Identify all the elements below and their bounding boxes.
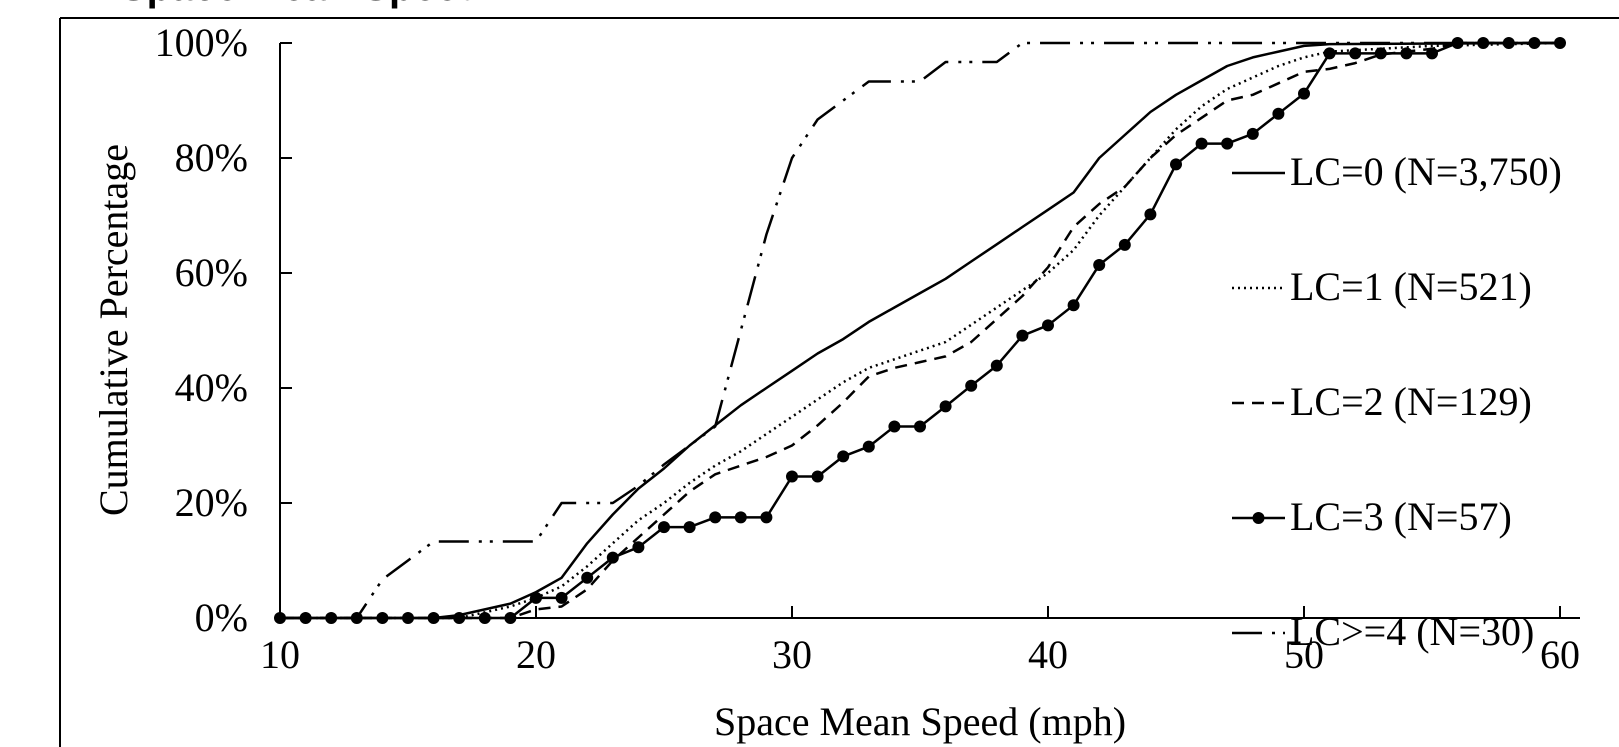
data-point <box>1144 208 1157 221</box>
series-layer <box>274 37 1566 624</box>
legend-label: LC=2 (N=129) <box>1290 379 1532 424</box>
legend: LC=0 (N=3,750) LC=1 (N=521) LC=2 (N=129) LC… <box>1232 149 1562 654</box>
series-3 <box>274 37 1566 624</box>
data-point <box>1374 47 1387 60</box>
data-point <box>478 612 491 624</box>
x-tick-label: 20 <box>516 632 556 677</box>
data-point <box>683 521 696 534</box>
data-point <box>632 541 645 554</box>
data-point <box>1272 107 1285 120</box>
data-point <box>1349 47 1362 60</box>
chart-title-partial: Space Mean Speed <box>120 0 482 9</box>
series-2 <box>280 41 1560 620</box>
series-line <box>280 41 1560 620</box>
data-point <box>581 571 594 584</box>
data-point <box>1246 127 1259 140</box>
series-1 <box>280 41 1561 620</box>
data-point <box>965 379 978 392</box>
data-point <box>402 612 414 624</box>
data-point <box>760 511 773 524</box>
legend-label: LC=0 (N=3,750) <box>1290 149 1562 194</box>
legend-marker <box>1252 512 1265 524</box>
data-point <box>888 420 901 433</box>
data-point <box>1528 37 1541 49</box>
series-line <box>280 41 1561 620</box>
data-point <box>376 612 389 624</box>
data-point <box>786 470 798 483</box>
data-point <box>1477 37 1490 49</box>
data-point <box>1093 258 1106 271</box>
data-point <box>453 612 466 624</box>
x-tick-label: 10 <box>260 632 300 677</box>
series-4 <box>280 41 1560 620</box>
legend-label: LC>=4 (N=30) <box>1290 609 1534 654</box>
y-tick-label: 80% <box>175 135 248 180</box>
data-point <box>427 612 440 624</box>
series-0 <box>280 41 1561 620</box>
data-point <box>734 511 747 524</box>
y-tick-label: 20% <box>175 480 248 525</box>
y-tick-label: 0% <box>195 595 248 640</box>
y-axis-label: Cumulative Percentage <box>91 144 136 516</box>
data-point <box>1016 329 1029 342</box>
series-line <box>280 41 1561 620</box>
data-point <box>1170 158 1182 171</box>
data-point <box>939 400 952 413</box>
y-tick-label: 60% <box>175 250 248 295</box>
x-tick-label: 30 <box>772 632 812 677</box>
data-point <box>990 359 1003 372</box>
legend-label: LC=1 (N=521) <box>1290 264 1532 309</box>
data-point <box>1400 47 1413 60</box>
data-point <box>658 521 670 534</box>
data-point <box>1118 238 1131 251</box>
data-point <box>1323 47 1336 60</box>
data-point <box>811 470 824 483</box>
series-line <box>280 41 1560 620</box>
data-point <box>504 612 517 624</box>
data-point <box>1042 319 1054 332</box>
legend-label: LC=3 (N=57) <box>1290 494 1512 539</box>
data-point <box>709 511 722 524</box>
y-tick-label: 100% <box>155 20 248 65</box>
x-axis-label: Space Mean Speed (mph) <box>714 699 1126 744</box>
data-point <box>837 450 850 463</box>
data-point <box>1451 37 1464 49</box>
x-tick-label: 50 <box>1284 632 1324 677</box>
data-point <box>1298 87 1310 100</box>
y-tick-label: 40% <box>175 365 248 410</box>
data-point <box>1067 299 1080 312</box>
data-point <box>862 440 875 453</box>
data-point <box>914 420 926 433</box>
x-tick-label: 60 <box>1540 632 1580 677</box>
data-point <box>606 551 619 564</box>
x-tick-label: 40 <box>1028 632 1068 677</box>
data-point <box>1426 47 1438 60</box>
data-point <box>1221 137 1234 150</box>
axes: 10 20 30 40 50 60 0% 20% 40% 60% 80% 100% <box>155 20 1580 677</box>
data-point <box>530 591 542 604</box>
data-point <box>555 591 568 604</box>
data-point <box>1195 137 1208 150</box>
